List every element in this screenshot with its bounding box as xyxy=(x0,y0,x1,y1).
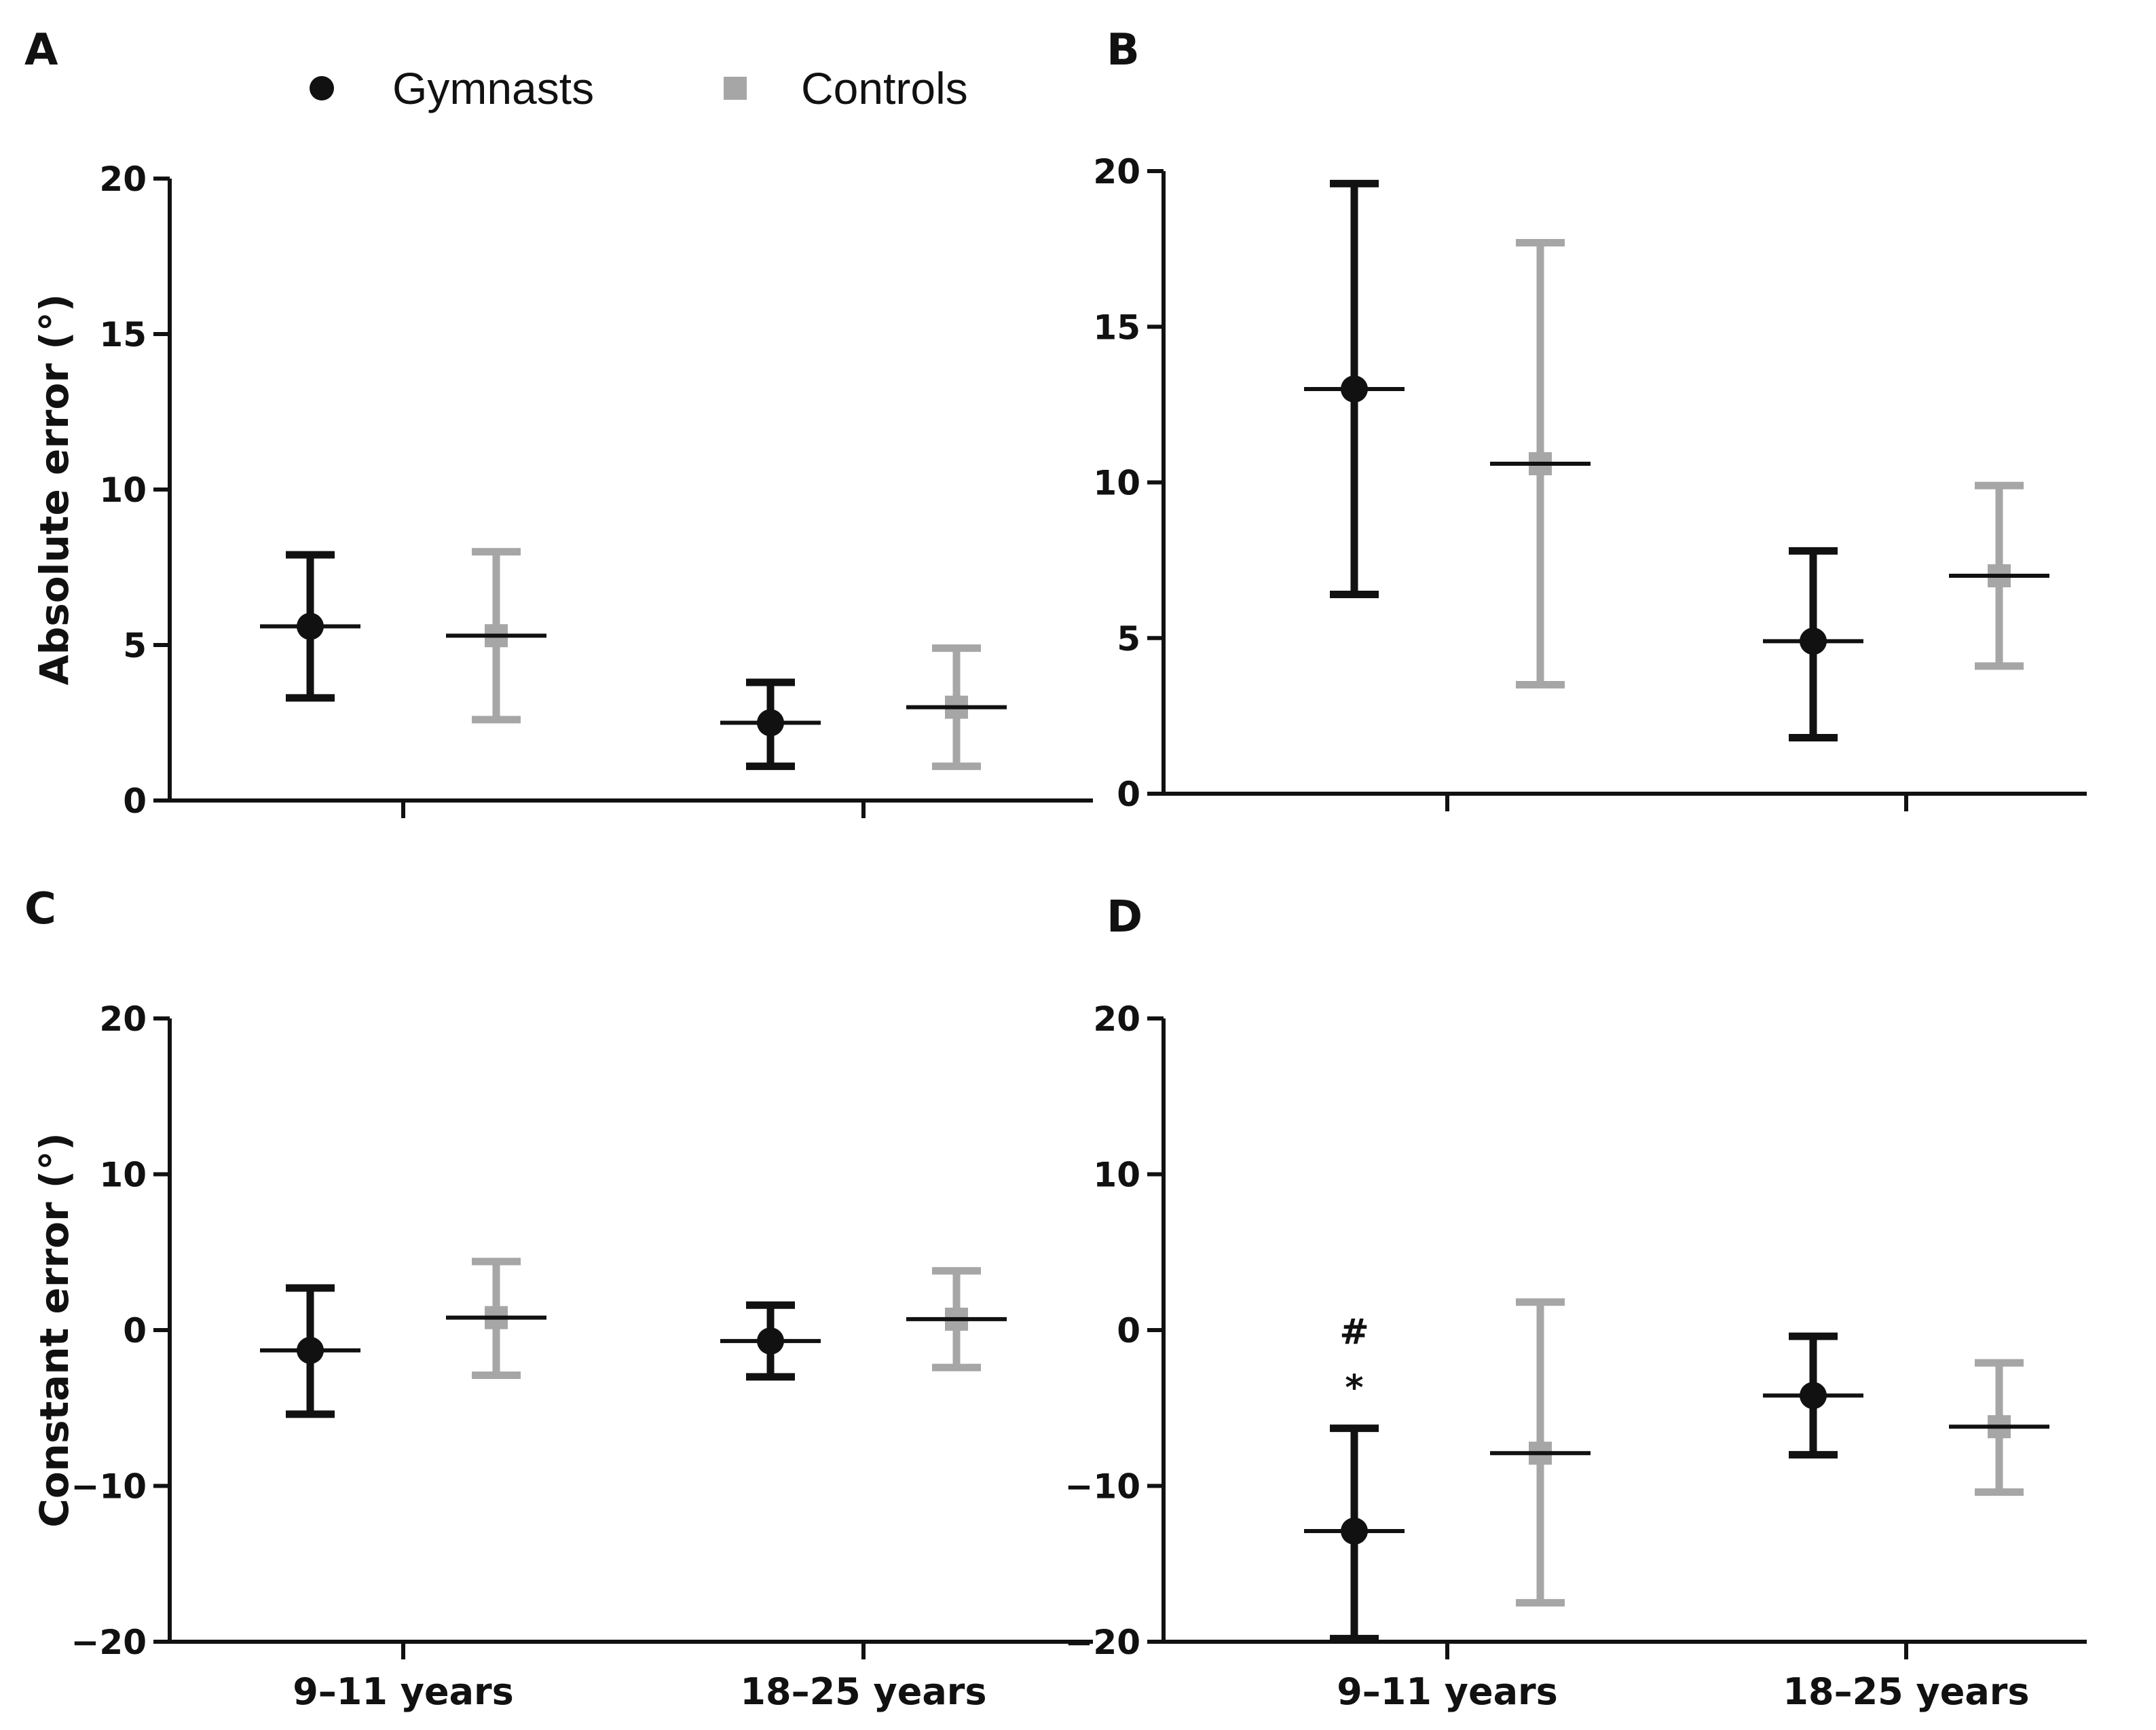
legend-item-controls: Controls xyxy=(724,63,968,113)
y-tick-label: 20 xyxy=(99,999,147,1039)
y-tick-label: 0 xyxy=(1117,1311,1140,1350)
y-tick-label: −20 xyxy=(71,1623,147,1662)
y-tick-label: −10 xyxy=(1065,1467,1140,1507)
y-tick-label: 20 xyxy=(99,160,147,199)
y-tick-label: 10 xyxy=(99,471,147,510)
y-tick-label: −10 xyxy=(71,1467,147,1507)
y-tick-label: 10 xyxy=(1093,464,1140,503)
y-tick-label: 20 xyxy=(1093,999,1140,1039)
panel-a: A 0 5 10 15 20 Absolute error (°) xyxy=(24,25,1093,821)
panel-letter: D xyxy=(1107,892,1142,942)
y-tick-label: 5 xyxy=(123,626,147,665)
series-gymnasts xyxy=(1304,1332,1863,1642)
x-category-label: 18–25 years xyxy=(1783,1670,2029,1713)
legend: Gymnasts Controls xyxy=(310,63,968,113)
legend-marker-controls xyxy=(724,77,747,100)
significance-annotation: # xyxy=(1339,1312,1369,1352)
y-tick-label: 0 xyxy=(123,1311,147,1350)
legend-label-gymnasts: Gymnasts xyxy=(392,63,594,113)
series-gymnasts xyxy=(1304,179,1863,741)
panel-b: B 0 5 10 15 20 xyxy=(1093,25,2087,814)
y-axis-title: Absolute error (°) xyxy=(31,294,77,685)
y-tick-label: 10 xyxy=(1093,1156,1140,1195)
panel-letter: C xyxy=(24,884,56,934)
y-axis-title: Constant error (°) xyxy=(31,1133,77,1528)
series-controls xyxy=(1490,238,2049,689)
y-tick-label: 20 xyxy=(1093,152,1140,191)
panel-d: D −20 −10 0 10 20 9–11 years 18–25 years # * xyxy=(1065,892,2087,1713)
y-tick-label: 15 xyxy=(1093,308,1140,347)
x-category-label: 9–11 years xyxy=(1337,1670,1558,1713)
y-tick-label: 5 xyxy=(1117,619,1140,659)
series-controls xyxy=(446,548,1007,771)
legend-label-controls: Controls xyxy=(801,63,968,113)
significance-annotation: * xyxy=(1345,1368,1363,1409)
series-gymnasts xyxy=(260,551,821,771)
legend-item-gymnasts: Gymnasts xyxy=(310,63,594,113)
y-tick-label: −20 xyxy=(1065,1623,1140,1662)
y-tick-label: 0 xyxy=(1117,775,1140,814)
y-tick-label: 10 xyxy=(99,1156,147,1195)
legend-marker-gymnasts xyxy=(310,76,334,100)
panel-letter: B xyxy=(1107,25,1140,75)
panel-letter: A xyxy=(24,25,58,75)
y-tick-label: 15 xyxy=(99,315,147,354)
y-tick-label: 0 xyxy=(123,781,147,821)
series-gymnasts xyxy=(260,1284,821,1418)
series-controls xyxy=(446,1257,1007,1380)
series-controls xyxy=(1490,1298,2049,1607)
x-category-label: 18–25 years xyxy=(740,1670,986,1713)
panel-c: C −20 −10 0 10 20 9–11 years 18–25 years Constan… xyxy=(24,884,1093,1713)
x-category-label: 9–11 years xyxy=(293,1670,514,1713)
